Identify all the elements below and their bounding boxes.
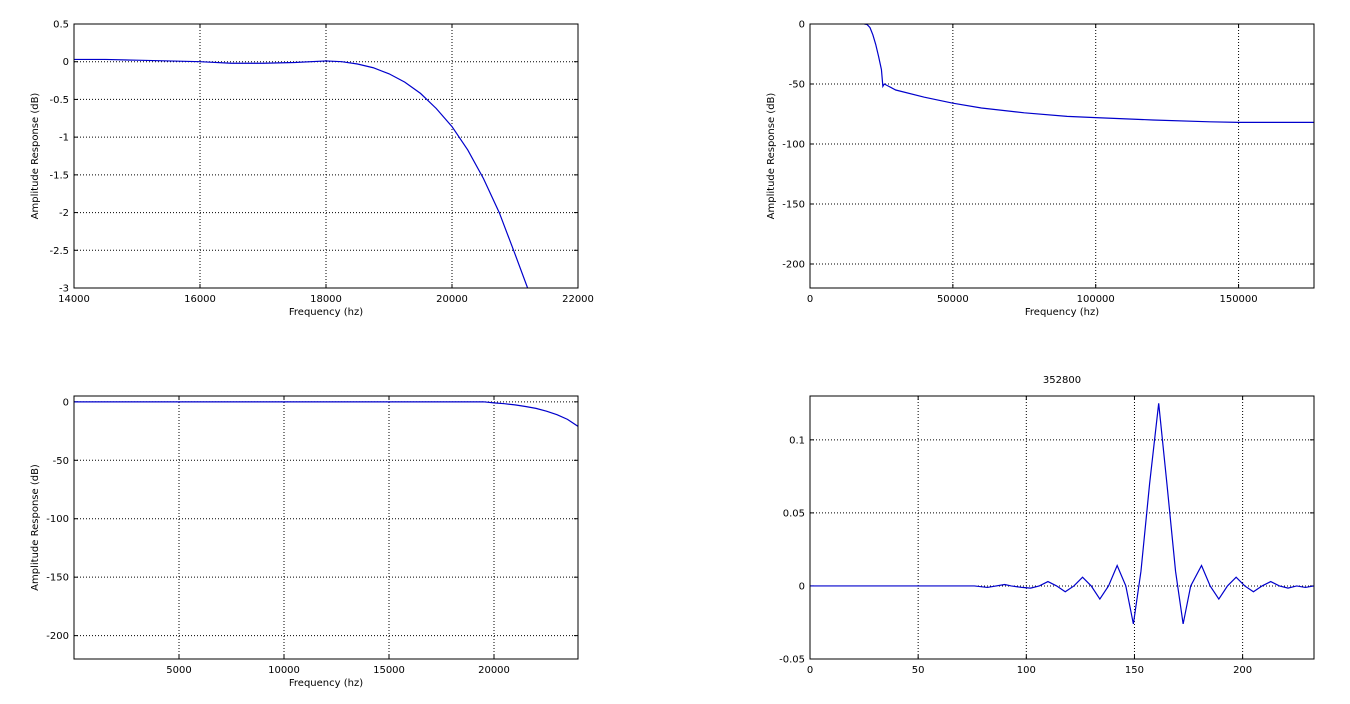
x-tick-label: 16000 xyxy=(184,294,216,305)
y-tick-label: 0.5 xyxy=(53,20,69,31)
plot-area xyxy=(810,396,1314,659)
x-axis-label: Frequency (hz) xyxy=(289,307,363,318)
x-tick-label: 20000 xyxy=(436,294,468,305)
y-tick-label: -200 xyxy=(46,631,69,642)
x-tick-label: 50000 xyxy=(937,294,969,305)
y-tick-label: -3 xyxy=(59,284,69,295)
x-tick-label: 150000 xyxy=(1219,294,1257,305)
x-tick-label: 150 xyxy=(1125,665,1144,676)
y-axis-label: Amplitude Response (dB) xyxy=(30,93,41,220)
axes-frame xyxy=(809,395,1315,660)
y-tick-label: 0.05 xyxy=(783,508,805,519)
x-axis-label: Frequency (hz) xyxy=(289,678,363,689)
chart-title: 352800 xyxy=(1043,375,1081,386)
series-line xyxy=(864,24,1314,124)
series-line xyxy=(810,403,1314,625)
x-tick-label: 10000 xyxy=(268,665,300,676)
y-tick-label: -2 xyxy=(59,208,69,219)
axes-frame xyxy=(73,395,579,660)
x-tick-label: 200 xyxy=(1233,665,1252,676)
y-axis-label: Amplitude Response (dB) xyxy=(766,93,777,220)
axes-frame xyxy=(73,23,579,289)
y-tick-label: 0 xyxy=(63,397,69,408)
x-tick-label: 18000 xyxy=(310,294,342,305)
y-tick-label: -2.5 xyxy=(49,246,69,257)
y-tick-label: 0.1 xyxy=(789,435,805,446)
y-tick-label: -200 xyxy=(782,260,805,271)
y-tick-label: -0.05 xyxy=(779,655,805,666)
y-tick-label: -1.5 xyxy=(49,170,69,181)
y-tick-label: -0.5 xyxy=(49,95,69,106)
x-tick-label: 0 xyxy=(807,294,813,305)
x-tick-label: 15000 xyxy=(373,665,405,676)
x-tick-label: 22000 xyxy=(562,294,594,305)
chart-1: 14000 16000 18000 20000 22000 0.5 0 -0.5 -1 -1.5 -… xyxy=(30,20,594,319)
x-tick-label: 50 xyxy=(912,665,925,676)
y-tick-label: 0 xyxy=(799,581,805,592)
x-tick-label: 0 xyxy=(807,665,813,676)
x-tick-label: 100 xyxy=(1017,665,1036,676)
series-line xyxy=(74,401,578,427)
plot-area xyxy=(810,24,1314,288)
y-axis-label: Amplitude Response (dB) xyxy=(30,464,41,591)
y-tick-label: -150 xyxy=(46,573,69,584)
axes-frame xyxy=(809,23,1315,289)
y-tick-label: -150 xyxy=(782,200,805,211)
y-tick-label: -1 xyxy=(59,133,69,144)
chart-3: 5000 10000 15000 20000 0 -50 -100 -150 -200 Frequ… xyxy=(30,395,579,689)
plot-area xyxy=(74,396,578,659)
y-tick-label: -100 xyxy=(782,140,805,151)
y-tick-label: -100 xyxy=(46,514,69,525)
y-tick-label: -50 xyxy=(53,456,69,467)
chart-2: 0 50000 100000 150000 0 -50 -100 -150 -200 Freque… xyxy=(766,20,1315,318)
x-tick-label: 100000 xyxy=(1077,294,1115,305)
y-tick-label: -50 xyxy=(789,80,805,91)
x-axis-label: Frequency (hz) xyxy=(1025,307,1099,318)
x-tick-label: 14000 xyxy=(58,294,90,305)
x-tick-label: 5000 xyxy=(166,665,191,676)
series-line xyxy=(74,58,529,288)
y-tick-label: 0 xyxy=(63,57,69,68)
x-tick-label: 20000 xyxy=(478,665,510,676)
y-tick-label: 0 xyxy=(799,20,805,31)
